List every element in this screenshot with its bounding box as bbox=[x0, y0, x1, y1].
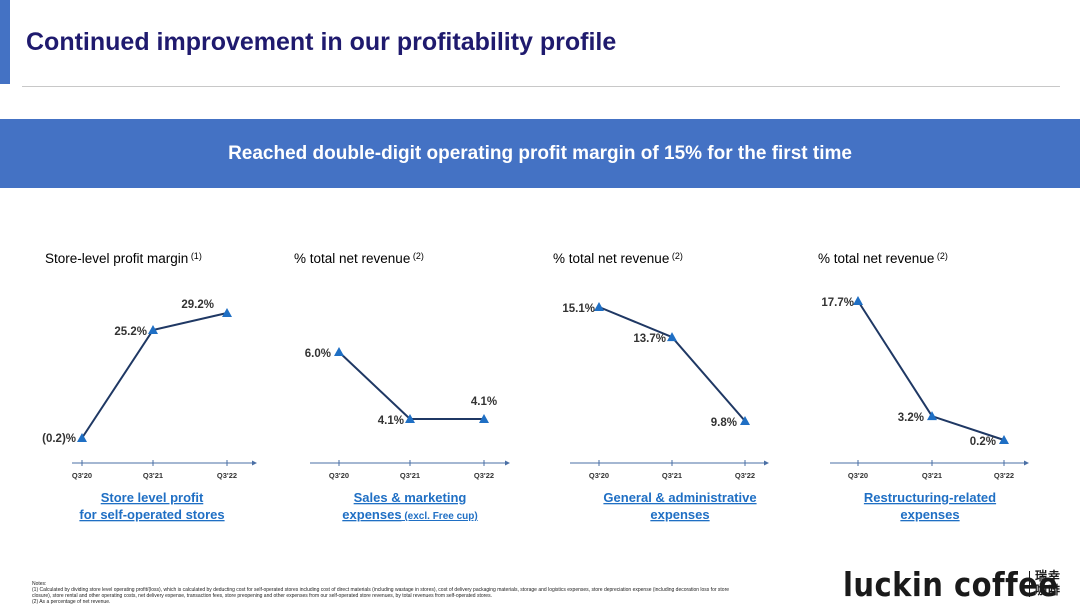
chart-3-caption-line-1: General & administrative bbox=[603, 490, 756, 505]
chart-4-category-1: Q3'20 bbox=[848, 471, 868, 480]
chart-1-category-1: Q3'20 bbox=[72, 471, 92, 480]
chart-3-header: % total net revenue (2) bbox=[553, 251, 683, 266]
chart-3-category-2: Q3'21 bbox=[662, 471, 682, 480]
notes-heading: Notes: bbox=[32, 581, 47, 587]
chart-2-axis-arrow bbox=[505, 460, 510, 466]
chart-4-axis-arrow bbox=[1024, 460, 1029, 466]
chart-2-header: % total net revenue (2) bbox=[294, 251, 424, 266]
chart-2-caption-suffix: (excl. Free cup) bbox=[402, 511, 478, 522]
chart-1-point-3 bbox=[222, 308, 232, 317]
chart-2-value-label-2: 4.1% bbox=[378, 415, 404, 427]
chart-3-value-label-1: 15.1% bbox=[562, 303, 595, 315]
chart-1-value-label-2: 25.2% bbox=[114, 326, 147, 338]
chart-4-category-2: Q3'21 bbox=[922, 471, 942, 480]
chart-4-value-label-3: 0.2% bbox=[970, 436, 996, 448]
note-1b: closure), store rental and other operati… bbox=[32, 593, 492, 599]
chart-3-point-3 bbox=[740, 416, 750, 425]
chart-4-value-label-2: 3.2% bbox=[898, 412, 924, 424]
logo-cn-line2: 咖啡 bbox=[1035, 583, 1062, 597]
chart-3-value-label-3: 9.8% bbox=[711, 417, 737, 429]
note-1a: (1) Calculated by dividing store level o… bbox=[32, 587, 730, 593]
chart-2-point-1 bbox=[334, 347, 344, 356]
note-2: (2) As a percentage of net revenue. bbox=[32, 599, 111, 605]
brand-logo: luckin coffee 瑞幸 咖啡 bbox=[843, 564, 1080, 604]
chart-1-value-label-3: 29.2% bbox=[181, 299, 214, 311]
chart-1-category-3: Q3'22 bbox=[217, 471, 237, 480]
chart-4-value-label-1: 17.7% bbox=[821, 297, 854, 309]
logo-chinese: 瑞幸 咖啡 bbox=[1035, 569, 1063, 597]
chart-2-value-label-1: 6.0% bbox=[305, 348, 331, 360]
chart-1-header: Store-level profit margin (1) bbox=[45, 251, 202, 266]
highlight-banner: Reached double-digit operating profit ma… bbox=[0, 119, 1080, 188]
chart-1-point-1 bbox=[77, 433, 87, 442]
accent-bar bbox=[0, 0, 10, 84]
chart-2-category-3: Q3'22 bbox=[474, 471, 494, 480]
chart-2-category-1: Q3'20 bbox=[329, 471, 349, 480]
chart-4-point-3 bbox=[999, 435, 1009, 444]
chart-3-series-line bbox=[598, 306, 746, 422]
chart-2-series-line bbox=[338, 351, 484, 420]
chart-3-value-label-2: 13.7% bbox=[633, 333, 666, 345]
chart-1-header-footnote: (1) bbox=[188, 251, 202, 261]
chart-3-header-footnote: (2) bbox=[669, 251, 683, 261]
chart-3-point-1 bbox=[594, 302, 604, 311]
chart-2-value-label-3: 4.1% bbox=[471, 396, 497, 408]
chart-2-point-2 bbox=[405, 414, 415, 423]
chart-4-caption-line-1: Restructuring-related bbox=[864, 490, 996, 505]
notes: Notes: (1) Calculated by dividing store … bbox=[32, 581, 832, 605]
banner-text: Reached double-digit operating profit ma… bbox=[228, 142, 852, 164]
chart-4-point-2 bbox=[927, 411, 937, 421]
chart-3-axis-arrow bbox=[764, 460, 769, 466]
chart-1-caption-line-2: for self-operated stores bbox=[79, 507, 224, 522]
chart-1-value-label-1: (0.2)% bbox=[42, 433, 76, 445]
chart-2-caption-line-2: expenses (excl. Free cup) bbox=[342, 507, 477, 522]
chart-2-header-footnote: (2) bbox=[410, 251, 424, 261]
page-title: Continued improvement in our profitabili… bbox=[26, 28, 617, 56]
chart-3-category-3: Q3'22 bbox=[735, 471, 755, 480]
chart-2-category-2: Q3'21 bbox=[400, 471, 420, 480]
logo-wordmark: luckin coffee bbox=[843, 564, 1059, 604]
chart-4-point-1 bbox=[853, 296, 863, 305]
chart-4-category-3: Q3'22 bbox=[994, 471, 1014, 480]
chart-3-point-2 bbox=[667, 332, 677, 342]
chart-1-caption-line-1: Store level profit bbox=[101, 490, 204, 505]
chart-3-caption-line-2: expenses bbox=[650, 507, 709, 522]
chart-2-point-3 bbox=[479, 414, 489, 423]
chart-4-header-footnote: (2) bbox=[934, 251, 948, 261]
chart-4-header: % total net revenue (2) bbox=[818, 251, 948, 266]
title-divider bbox=[22, 86, 1060, 87]
chart-2-caption-line-1: Sales & marketing bbox=[354, 490, 467, 505]
chart-4-caption-line-2: expenses bbox=[900, 507, 959, 522]
logo-divider bbox=[1029, 571, 1030, 597]
logo-cn-line1: 瑞幸 bbox=[1035, 569, 1062, 583]
chart-3-category-1: Q3'20 bbox=[589, 471, 609, 480]
chart-1-category-2: Q3'21 bbox=[143, 471, 163, 480]
chart-1-point-2 bbox=[148, 325, 158, 335]
chart-1-axis-arrow bbox=[252, 460, 257, 466]
